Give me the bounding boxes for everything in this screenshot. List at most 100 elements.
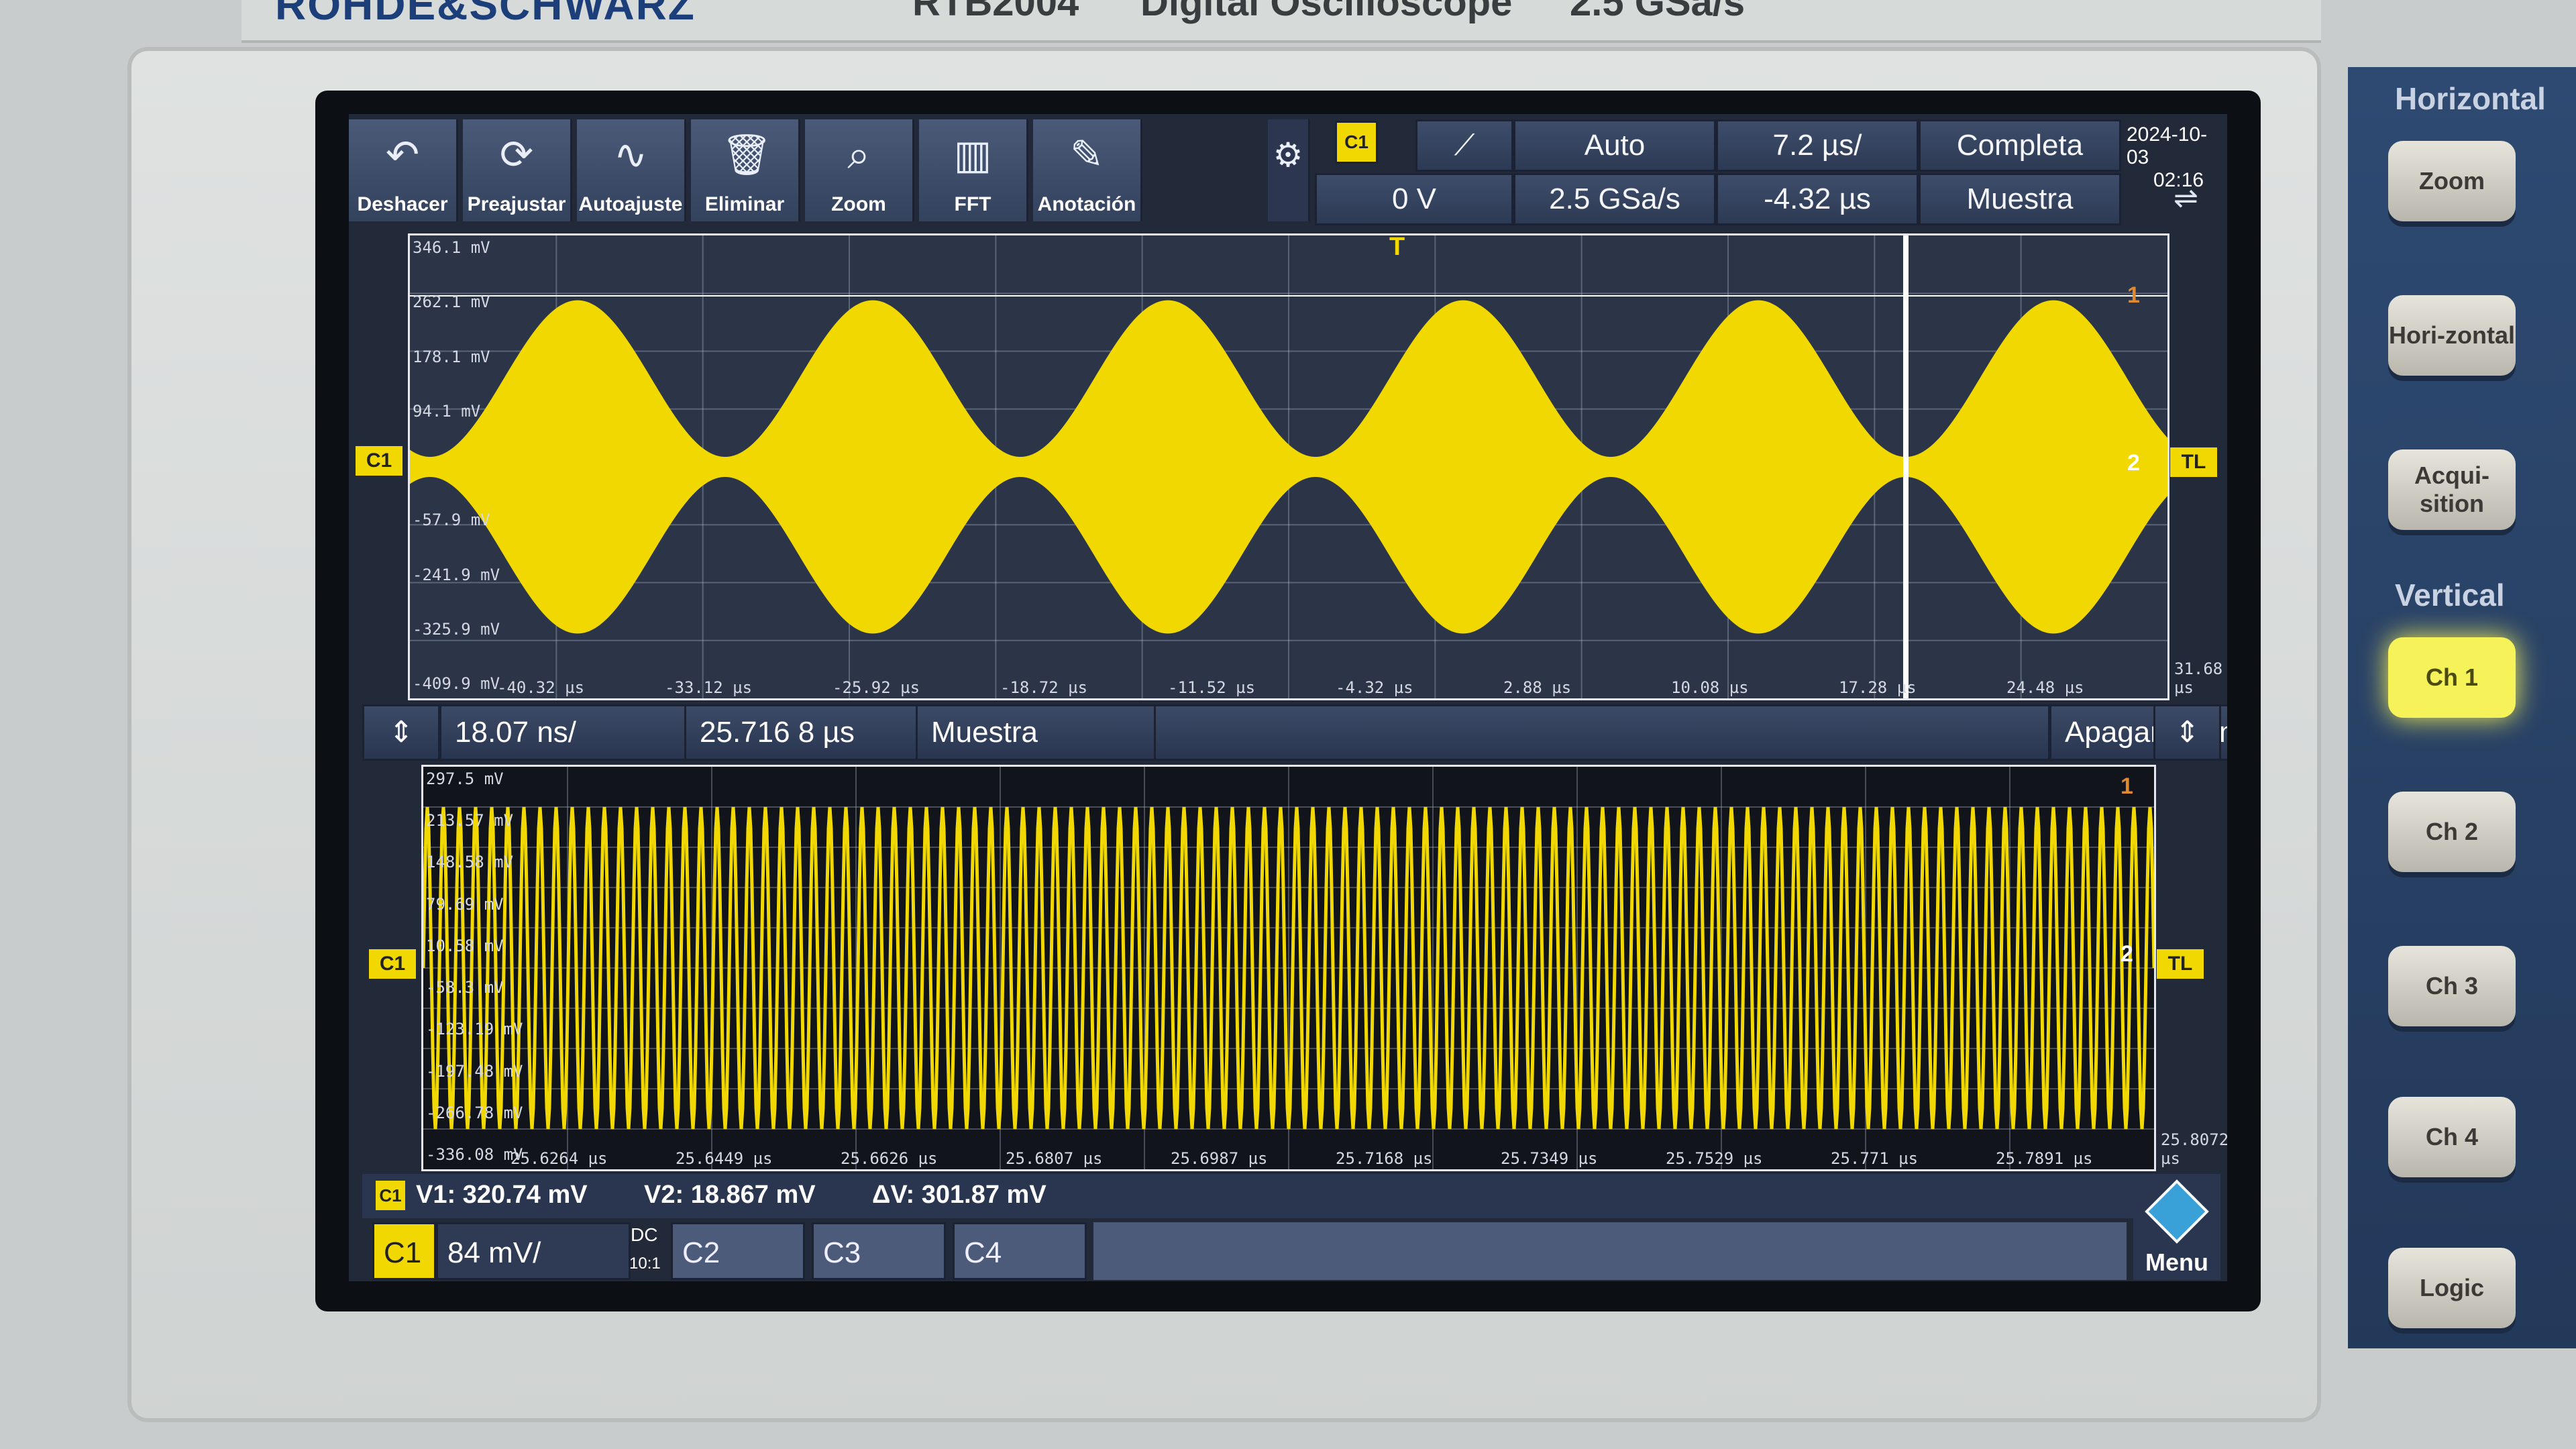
toolbar-button-autoajuste[interactable]: ∿ Autoajuste bbox=[577, 119, 686, 221]
hardware-control-panel: Horizontal Zoom Hori-zontal Acqui-sition… bbox=[2348, 67, 2576, 1348]
y-tick-label: -325.9 mV bbox=[413, 619, 500, 639]
logic-hw-button[interactable]: Logic bbox=[2388, 1248, 2516, 1328]
toolbar-button-eliminar[interactable]: 🗑 Eliminar bbox=[691, 119, 800, 221]
channel-1-coupling: DC bbox=[631, 1224, 658, 1245]
rate-label: 2.5 GSa/s bbox=[1570, 0, 1746, 24]
toolbar-label: Anotación bbox=[1037, 193, 1136, 215]
toolbar-label: Preajustar bbox=[467, 193, 566, 215]
trigger-source[interactable]: C1 bbox=[1335, 121, 1378, 164]
date-time: 2024-10-03 02:16 bbox=[2127, 123, 2227, 192]
x-tick-label: 25.7891 µs bbox=[1996, 1149, 2093, 1168]
toolbar-button-fft[interactable]: ▥ FFT bbox=[919, 119, 1028, 221]
record-length[interactable]: Completa bbox=[1919, 119, 2121, 172]
y-tick-label: -336.08 mV bbox=[426, 1145, 523, 1164]
y-tick-label: 213.57 mV bbox=[426, 811, 514, 830]
sample-rate[interactable]: 2.5 GSa/s bbox=[1513, 173, 1716, 225]
channel-1-button[interactable]: C1 bbox=[372, 1222, 436, 1280]
toolbar-label: Zoom bbox=[831, 193, 886, 215]
toolbar-button-deshacer[interactable]: ↶ Deshacer bbox=[349, 119, 458, 221]
toolbar-button-preajustar[interactable]: ⟳ Preajustar bbox=[463, 119, 572, 221]
gear-icon: ⚙ bbox=[1273, 136, 1303, 174]
trigger-level-marker[interactable]: TL bbox=[2170, 447, 2217, 477]
time-offset[interactable]: -4.32 µs bbox=[1716, 173, 1919, 225]
zoom-scroll-up-down[interactable]: ⇕ bbox=[362, 704, 440, 761]
channel-4-button[interactable]: C4 bbox=[953, 1222, 1087, 1280]
x-tick-label: 25.6626 µs bbox=[841, 1149, 938, 1168]
zoom-time-div[interactable]: 18.07 ns/ bbox=[439, 704, 698, 761]
zoom-cursor-1-marker[interactable]: 1 bbox=[2121, 773, 2133, 799]
cursor-channel-badge: C1 bbox=[376, 1181, 405, 1210]
x-tick-label: -18.72 µs bbox=[1000, 678, 1088, 697]
acquisition-mode[interactable]: Muestra bbox=[1919, 173, 2121, 225]
zoom-acq-mode[interactable]: Muestra bbox=[916, 704, 1168, 761]
ch1-hw-button[interactable]: Ch 1 bbox=[2388, 637, 2516, 718]
channel-1-scale[interactable]: 84 mV/ bbox=[436, 1222, 631, 1280]
y-tick-label: 346.1 mV bbox=[413, 238, 490, 257]
vertical-section-title: Vertical bbox=[2395, 578, 2505, 612]
settings-button[interactable]: ⚙ bbox=[1268, 119, 1310, 221]
y-tick-label: -241.9 mV bbox=[413, 565, 500, 584]
x-tick-label: -4.32 µs bbox=[1336, 678, 1413, 697]
cursor-v2: V2: 18.867 mV bbox=[644, 1181, 816, 1209]
zoom-trigger-level-marker[interactable]: TL bbox=[2157, 949, 2204, 979]
acquisition-hw-button[interactable]: Acqui-sition bbox=[2388, 449, 2516, 530]
ch2-hw-button[interactable]: Ch 2 bbox=[2388, 792, 2516, 872]
toolbar-button-zoom[interactable]: ⌕ Zoom bbox=[805, 119, 914, 221]
channel-1-offset-marker[interactable]: C1 bbox=[356, 446, 402, 476]
cursor-1-marker[interactable]: 1 bbox=[2127, 282, 2140, 308]
menu-button[interactable]: Menu bbox=[2133, 1174, 2220, 1280]
trigger-mode[interactable]: Auto bbox=[1513, 119, 1716, 172]
y-tick-label: 262.1 mV bbox=[413, 292, 490, 312]
ch4-hw-button[interactable]: Ch 4 bbox=[2388, 1097, 2516, 1177]
y-tick-label: 79.69 mV bbox=[426, 894, 504, 914]
x-tick-label: 25.6264 µs bbox=[511, 1149, 608, 1168]
main-waveform-plot[interactable]: 346.1 mV 262.1 mV 178.1 mV 94.1 mV -57.9 mV -… bbox=[408, 233, 2222, 700]
toolbar-button-anotacion[interactable]: ✎ Anotación bbox=[1033, 119, 1142, 221]
trigger-level[interactable]: 0 V bbox=[1315, 173, 1513, 225]
usb-icon: ⇌ bbox=[2174, 182, 2198, 215]
cursor-v1: V1: 320.74 mV bbox=[416, 1181, 588, 1209]
zoom-channel-1-marker[interactable]: C1 bbox=[369, 949, 416, 979]
ch3-hw-button[interactable]: Ch 3 bbox=[2388, 946, 2516, 1026]
horizontal-section-title: Horizontal bbox=[2395, 81, 2546, 116]
channel-2-button[interactable]: C2 bbox=[671, 1222, 805, 1280]
zoom-position[interactable]: 25.716 8 µs bbox=[684, 704, 930, 761]
y-tick-label: 94.1 mV bbox=[413, 401, 481, 421]
zoom-hw-button[interactable]: Zoom bbox=[2388, 141, 2516, 221]
zoom-cursor-2-marker[interactable]: 2 bbox=[2121, 941, 2133, 967]
channel-3-button[interactable]: C3 bbox=[812, 1222, 946, 1280]
zoom-waveform-svg bbox=[423, 767, 2154, 1169]
y-tick-label: 10.58 mV bbox=[426, 936, 504, 955]
updown-arrows-icon: ⇕ bbox=[388, 716, 414, 749]
x-tick-label: 25.7529 µs bbox=[1666, 1149, 1763, 1168]
y-tick-label: -123.19 mV bbox=[426, 1020, 523, 1039]
horizontal-hw-button[interactable]: Hori-zontal bbox=[2388, 295, 2516, 376]
x-tick-label: 17.28 µs bbox=[1839, 678, 1917, 697]
y-tick-label: -197.48 mV bbox=[426, 1061, 523, 1081]
toolbar-label: Deshacer bbox=[357, 193, 448, 215]
preset-icon: ⟳ bbox=[499, 132, 534, 177]
toolbar-label: Eliminar bbox=[704, 193, 785, 215]
trigger-slope[interactable]: ⟋ bbox=[1415, 119, 1513, 172]
pencil-icon: ✎ bbox=[1069, 132, 1104, 177]
x-tick-label: -25.92 µs bbox=[833, 678, 920, 697]
toolbar-label: Autoajuste bbox=[578, 193, 683, 215]
description-label: Digital Oscilloscope bbox=[1140, 0, 1513, 24]
zoom-waveform-plot[interactable]: 297.5 mV 213.57 mV 148.58 mV 79.69 mV 10.58 … bbox=[421, 765, 2227, 1171]
date-label: 2024-10-03 bbox=[2127, 123, 2208, 168]
instrument-top-strip bbox=[241, 0, 2321, 43]
channel-1-probe: 10:1 bbox=[629, 1254, 661, 1273]
x-tick-label: 2.88 µs bbox=[1503, 678, 1572, 697]
x-tick-label: 25.7168 µs bbox=[1336, 1149, 1433, 1168]
x-tick-label: 25.6807 µs bbox=[1006, 1149, 1103, 1168]
x-tick-label: 25.7349 µs bbox=[1501, 1149, 1598, 1168]
zoom-scroll-arrows[interactable]: ⇕ bbox=[2153, 704, 2221, 761]
cursor-2-marker[interactable]: 2 bbox=[2127, 450, 2140, 476]
x-tick-label: 25.6449 µs bbox=[676, 1149, 773, 1168]
time-per-div[interactable]: 7.2 µs/ bbox=[1716, 119, 1919, 172]
y-tick-label: -58.3 mV bbox=[426, 978, 504, 998]
trigger-position-marker[interactable]: T bbox=[1389, 233, 1405, 261]
time-label: 02:16 bbox=[2153, 169, 2204, 191]
carrier-trace bbox=[423, 806, 2154, 1130]
x-tick-label: -33.12 µs bbox=[665, 678, 753, 697]
